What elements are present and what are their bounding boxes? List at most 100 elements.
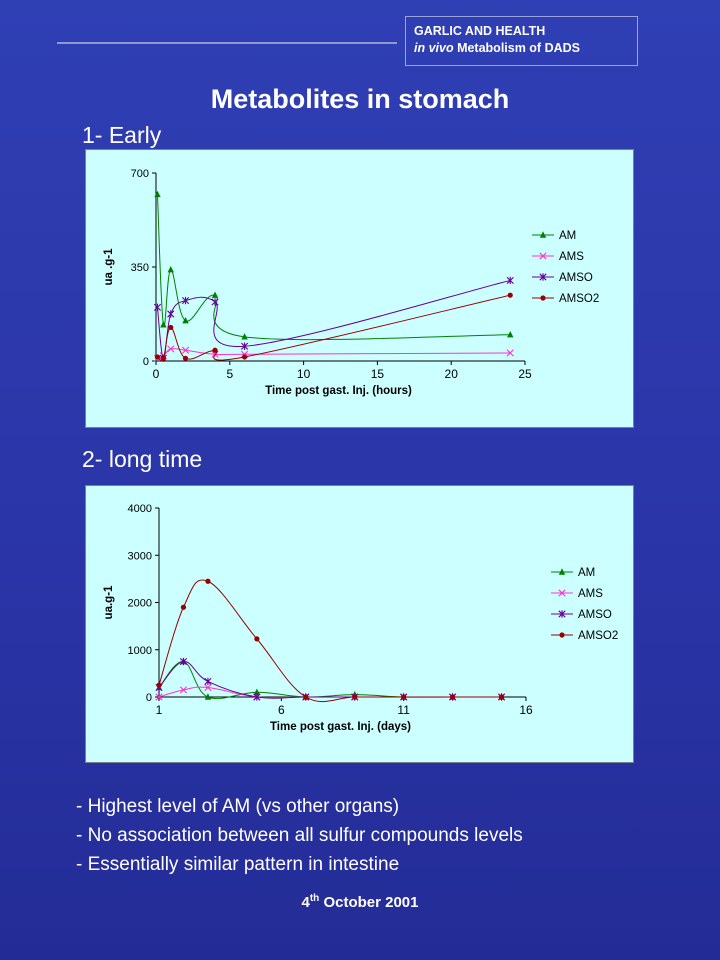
series-line [156, 279, 511, 359]
data-point-marker [540, 295, 546, 301]
data-point-marker [180, 604, 187, 610]
data-point-marker [211, 291, 219, 298]
y-tick-label: 2000 [128, 598, 152, 610]
x-tick-label: 16 [519, 703, 533, 717]
chart-long-frame: 0 1000 2000 3000 4000 1 6 11 16 Time post gast. I… [85, 485, 634, 763]
data-point-marker [253, 688, 261, 695]
series-line [158, 579, 502, 703]
data-point-marker [205, 578, 211, 584]
y-axis-label: ua.g-1 [103, 585, 115, 619]
legend-label: AMSO [578, 609, 612, 621]
footer-rest: October 2001 [319, 894, 419, 911]
data-point-marker [160, 355, 166, 361]
data-point-marker [352, 694, 358, 700]
series-am [154, 190, 514, 341]
x-tick-label: 11 [397, 703, 410, 717]
series-line [157, 348, 511, 359]
series-amso [153, 276, 514, 363]
data-point-marker [539, 231, 547, 238]
legend-label: AMSO2 [559, 293, 599, 305]
x-axis-label: Time post gast. Inj. (hours) [265, 385, 412, 397]
footer-date: 4th October 2001 [0, 893, 720, 911]
y-tick-label: 700 [131, 168, 149, 180]
header-line-1: GARLIC AND HEALTH [414, 24, 546, 38]
chart-early-frame: 0 350 700 0 5 10 15 20 25 Time post gast. Inj. (h… [85, 149, 634, 428]
data-point-marker [506, 276, 514, 285]
data-point-marker [498, 694, 505, 700]
x-axis-label: Time post gast. Inj. (days) [270, 721, 411, 733]
data-point-marker [153, 303, 162, 311]
header-line-2: in vivo Metabolism of DADS [414, 40, 637, 57]
x-tick-label: 20 [445, 367, 459, 381]
bullet-item: - Essentially similar pattern in intesti… [76, 854, 400, 875]
data-point-marker [204, 683, 212, 692]
section-long-label: 2- long time [82, 446, 203, 472]
legend: AM AMS AMSO AMSO2 [532, 230, 599, 305]
data-point-marker [539, 273, 547, 281]
data-point-marker [167, 345, 175, 353]
data-point-marker [204, 677, 212, 686]
y-tick-label: 0 [143, 356, 149, 368]
x-tick-label: 1 [156, 703, 163, 717]
legend-label: AM [559, 230, 576, 242]
data-point-marker [558, 589, 566, 597]
footer-day: 4 [301, 894, 310, 911]
header-box: GARLIC AND HEALTH in vivo Metabolism of … [405, 16, 638, 66]
x-tick-label: 15 [371, 367, 385, 381]
y-tick-label: 0 [146, 692, 152, 704]
legend: AM AMS AMSO AMSO2 [551, 567, 618, 642]
data-point-marker [539, 252, 547, 260]
data-point-marker [154, 354, 161, 360]
page-title: Metabolites in stomach [210, 84, 510, 114]
data-point-marker [181, 346, 190, 354]
data-point-marker [241, 354, 248, 360]
x-tick-label: 25 [518, 367, 532, 381]
y-tick-label: 3000 [128, 550, 152, 562]
data-point-marker [179, 686, 188, 694]
y-tick-label: 1000 [128, 645, 152, 657]
data-point-marker [253, 693, 261, 701]
data-point-marker [182, 355, 189, 361]
data-point-marker [181, 296, 190, 305]
data-point-marker [506, 349, 514, 357]
section-early-label: 1- Early [82, 122, 162, 148]
data-point-marker [558, 568, 566, 575]
data-point-marker [450, 694, 456, 700]
series-line [158, 661, 502, 700]
data-point-marker [167, 310, 175, 318]
series-amso2 [154, 292, 513, 361]
series-line [157, 294, 511, 361]
bullet-item: - No association between all sulfur comp… [76, 825, 523, 846]
data-point-marker [211, 298, 219, 306]
data-point-marker [558, 610, 566, 618]
data-point-marker [240, 342, 249, 350]
header-divider-line [57, 42, 397, 44]
series-line [156, 194, 511, 341]
y-tick-label: 4000 [128, 503, 152, 515]
x-tick-label: 6 [278, 703, 285, 717]
legend-label: AM [578, 567, 595, 579]
data-point-marker [241, 333, 248, 340]
x-tick-label: 5 [226, 367, 233, 381]
bullet-list: - Highest level of AM (vs other organs) … [76, 792, 523, 879]
data-point-marker [156, 682, 162, 688]
bullet-item: - Highest level of AM (vs other organs) [76, 796, 400, 817]
data-point-marker [154, 190, 161, 198]
data-point-marker [167, 265, 174, 273]
data-point-marker [254, 636, 260, 642]
data-point-marker [559, 632, 565, 638]
data-point-marker [303, 694, 309, 700]
data-point-marker [507, 330, 514, 338]
header-italic: in vivo [414, 41, 454, 55]
legend-label: AMS [559, 251, 584, 263]
data-point-marker [160, 321, 167, 328]
legend-label: AMS [578, 588, 603, 600]
series-line [158, 661, 502, 699]
data-point-marker [401, 694, 407, 700]
data-point-marker [182, 317, 189, 324]
legend-label: AMSO [559, 272, 593, 284]
chart-early: 0 350 700 0 5 10 15 20 25 Time post gast. Inj. (h… [103, 168, 599, 397]
x-tick-label: 10 [297, 367, 311, 381]
data-point-marker [507, 292, 513, 298]
